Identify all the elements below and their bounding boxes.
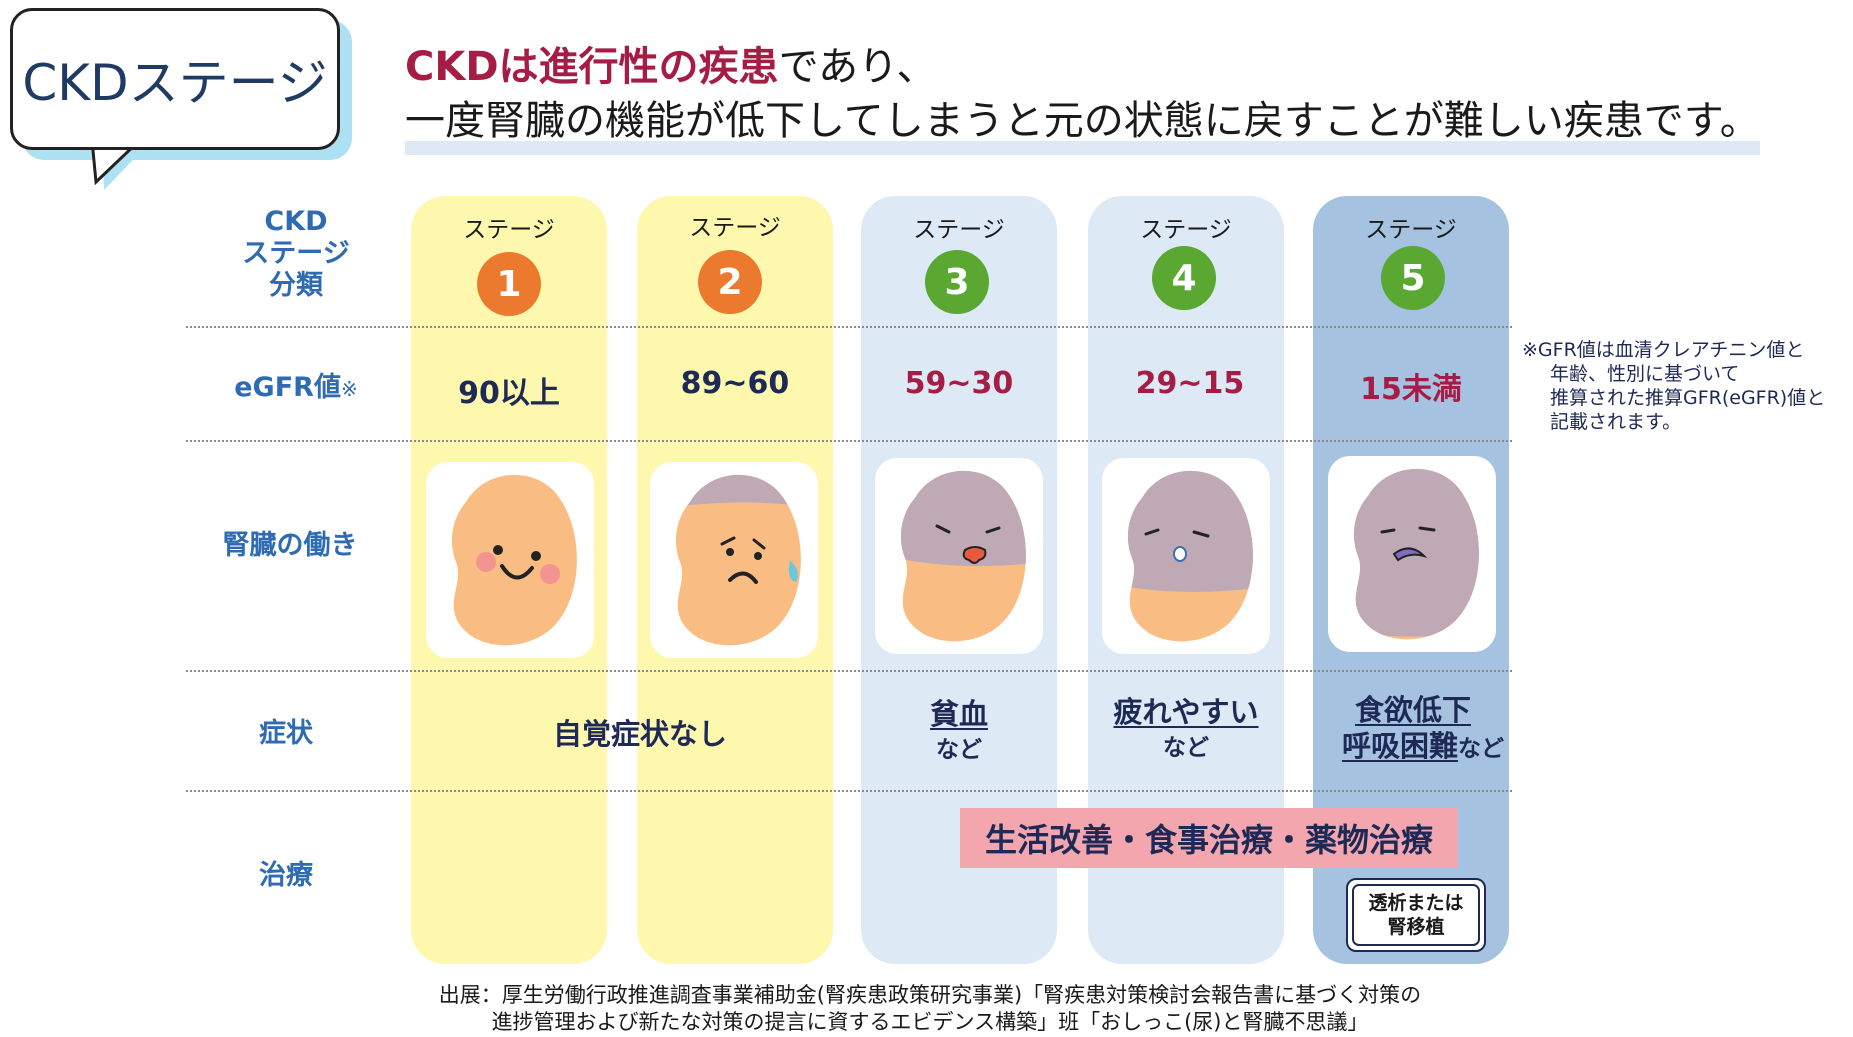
stage5-number-badge: 5 — [1381, 246, 1445, 310]
stage5-egfr: 15未満 — [1360, 372, 1462, 407]
headline: CKDは進行性の疾患であり、 一度腎臓の機能が低下してしまうと元の状態に戻すこと… — [405, 40, 1760, 155]
row-label-egfr-mark: ※ — [340, 377, 358, 401]
dialysis-box-inner: 透析または 腎移植 — [1352, 884, 1480, 946]
symptom-etc: など — [936, 737, 982, 763]
note-line3: 推算された推算GFR(eGFR)値と — [1550, 387, 1826, 409]
symptom-none: 自覚症状なし — [552, 717, 727, 751]
kidney-card-stage2 — [650, 462, 818, 658]
kidney-card-stage5 — [1328, 456, 1496, 652]
stage2-egfr: 89~60 — [680, 366, 790, 401]
treatment-banner: 生活改善・食事治療・薬物治療 — [960, 808, 1458, 868]
source-line2: 進捗管理および新たな対策の提言に資するエビデンス構築」班「おしっこ(尿)と腎臓不… — [491, 1010, 1369, 1034]
row-label-egfr: eGFR値※ — [196, 372, 396, 405]
dialysis-box: 透析または 腎移植 — [1346, 878, 1486, 952]
source-citation: 出展：厚生労働行政推進調査事業補助金(腎疾患政策研究事業)「腎疾患対策検討会報告… — [360, 982, 1500, 1036]
page-title: CKDステージ — [10, 8, 340, 150]
stage1-label: ステージ — [463, 217, 555, 243]
row-label-kidney: 腎臓の働き — [222, 530, 358, 561]
symptom-breathing: 呼吸困難 — [1341, 729, 1458, 763]
note-line4: 記載されます。 — [1550, 411, 1682, 433]
headline-emphasis: CKDは進行性の疾患 — [405, 44, 779, 90]
symptom-etc: など — [1458, 736, 1504, 762]
egfr-footnote: ※GFR値は血清クレアチニン値と 年齢、性別に基づいて 推算された推算GFR(e… — [1522, 338, 1852, 434]
note-line1: ※GFR値は血清クレアチニン値と — [1522, 339, 1805, 361]
dialysis-line2: 腎移植 — [1387, 916, 1445, 938]
row-label-symptom: 症状 — [259, 718, 313, 749]
symptom-anemia: 貧血 — [929, 697, 988, 731]
headline-line2: 一度腎臓の機能が低下してしまうと元の状態に戻すことが難しい疾患です。 — [405, 101, 1760, 155]
stage1-egfr: 90以上 — [458, 376, 560, 411]
stage3-egfr: 59~30 — [904, 366, 1014, 401]
kidney-card-stage1 — [426, 462, 594, 658]
kidney-card-stage3 — [875, 458, 1043, 654]
stage3-number-badge: 3 — [925, 250, 989, 314]
tired-kidney-icon — [1127, 470, 1253, 642]
stage4-number-badge: 4 — [1152, 246, 1216, 310]
kidney-card-stage4 — [1102, 458, 1270, 654]
failing-kidney-icon — [1353, 468, 1479, 640]
stage2-label: ステージ — [689, 215, 781, 241]
headline-rest: であり、 — [778, 44, 937, 90]
stage4-egfr: 29~15 — [1135, 366, 1245, 401]
happy-kidney-icon — [451, 474, 577, 646]
row-divider — [186, 670, 1512, 672]
row-label-egfr-text: eGFR値 — [234, 372, 341, 403]
symptom-appetite-loss: 食欲低下 — [1354, 693, 1471, 727]
stage3-label: ステージ — [913, 217, 1005, 243]
row-label-treatment: 治療 — [259, 860, 313, 891]
bubble-tail — [90, 140, 152, 190]
symptom-etc: など — [1163, 735, 1209, 761]
distressed-kidney-icon — [900, 470, 1026, 642]
symptom-stage5: 食欲低下 呼吸困難など — [1313, 692, 1533, 767]
row-divider — [186, 440, 1512, 442]
dialysis-line1: 透析または — [1368, 892, 1464, 914]
stage2-number-badge: 2 — [698, 250, 762, 314]
stage1-number-badge: 1 — [477, 252, 541, 316]
source-line1: 出展：厚生労働行政推進調査事業補助金(腎疾患政策研究事業)「腎疾患対策検討会報告… — [438, 983, 1422, 1007]
row-divider — [186, 790, 1512, 792]
note-line2: 年齢、性別に基づいて — [1550, 363, 1740, 385]
symptom-fatigue: 疲れやすい — [1113, 695, 1259, 729]
sad-kidney-icon — [675, 474, 801, 646]
stage4-label: ステージ — [1140, 217, 1232, 243]
stage5-label: ステージ — [1365, 217, 1457, 243]
symptom-stage3: 貧血 など — [861, 696, 1057, 768]
row-divider — [186, 326, 1512, 328]
symptom-stage4: 疲れやすい など — [1088, 694, 1284, 766]
row-label-stage: CKD ステージ 分類 — [242, 206, 350, 301]
